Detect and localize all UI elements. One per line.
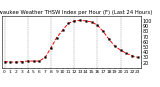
- Title: Milwaukee Weather THSW Index per Hour (F) (Last 24 Hours): Milwaukee Weather THSW Index per Hour (F…: [0, 10, 152, 15]
